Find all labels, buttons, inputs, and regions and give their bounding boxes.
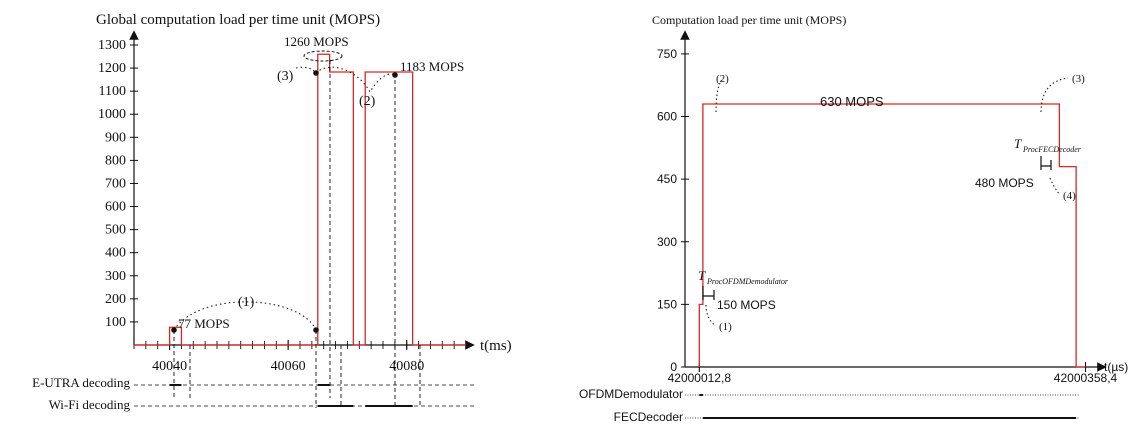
y-tick-label: 750 (657, 47, 677, 61)
left-timeline-spans (169, 384, 413, 407)
t-ofdm-bracket (702, 286, 715, 300)
right-callouts (705, 77, 1069, 327)
annot-150: 150 MOPS (717, 298, 776, 312)
annot-480: 480 MOPS (975, 176, 1034, 190)
y-tick-label: 450 (657, 172, 677, 186)
left-dots (171, 70, 398, 333)
t-fec-bracket (1040, 156, 1052, 170)
right-x-ticks: 42000012,8 42000358,4 (668, 362, 1118, 385)
t-fec-main: T (1014, 136, 1022, 151)
x-tick-label: 40080 (389, 359, 424, 374)
y-tick-label: 400 (105, 246, 126, 261)
y-tick-label: 1100 (99, 84, 126, 99)
left-x-ticks: 40040 40060 40080 (133, 340, 455, 374)
y-tick-label: 100 (105, 315, 126, 330)
x-tick-label: 40060 (271, 359, 306, 374)
callout-r1 (705, 304, 717, 327)
left-chart: Global computation load per time unit (M… (32, 12, 512, 412)
right-title: Computation load per time unit (MOPS) (652, 13, 846, 27)
annot-77: 77 MOPS (178, 316, 230, 331)
dot (313, 70, 319, 76)
callout-r2 (715, 79, 723, 113)
timeline-label-eutra: E-UTRA decoding (32, 375, 130, 390)
x-tick-label: 42000012,8 (668, 371, 732, 385)
y-tick-label: 1000 (98, 107, 126, 122)
dot (392, 72, 398, 78)
annot-630: 630 MOPS (820, 94, 884, 109)
left-callouts (173, 66, 396, 331)
annot-r2: (2) (716, 73, 729, 85)
x-tick-label: 40040 (152, 359, 187, 374)
annot-1260: 1260 MOPS (284, 34, 349, 49)
y-tick-label: 600 (657, 110, 677, 124)
callout-2 (315, 66, 396, 94)
callout-3 (295, 66, 317, 74)
y-tick-label: 0 (670, 360, 677, 374)
dot (171, 327, 177, 333)
y-tick-label: 500 (105, 223, 126, 238)
y-tick-label: 800 (105, 153, 126, 168)
callout-r4 (1049, 177, 1061, 196)
t-ofdm-main: T (698, 268, 706, 283)
right-y-ticks: 0 150 300 450 600 750 (657, 47, 689, 374)
annot-3: (3) (277, 69, 294, 84)
timeline-label-wifi: Wi-Fi decoding (49, 397, 131, 412)
callout-1 (173, 301, 317, 331)
annot-r3: (3) (1072, 73, 1085, 85)
y-tick-label: 1200 (98, 61, 126, 76)
y-tick-label: 900 (105, 130, 126, 145)
right-load-line (698, 103, 1086, 368)
y-tick-label: 600 (105, 200, 126, 215)
left-y-ticks: 100 200 300 400 500 600 700 800 900 1000 1100 1200 1… (98, 38, 138, 330)
left-x-axis-label: t(ms) (480, 338, 512, 354)
right-x-axis-label: t(µs) (1104, 360, 1128, 374)
annot-1: (1) (238, 295, 255, 310)
y-tick-label: 1300 (98, 38, 126, 53)
annot-2: (2) (359, 94, 376, 109)
timeline-label-fec: FECDecoder (614, 410, 683, 424)
annot-r1: (1) (719, 321, 732, 333)
callout-r3 (1040, 77, 1069, 113)
dot (313, 327, 319, 333)
timeline-label-ofdm: OFDMDemodulator (579, 387, 683, 401)
t-fec-sub: ProcFECDecoder (1022, 145, 1082, 154)
t-ofdm-sub: ProcOFDMDemodulator (706, 277, 789, 286)
peak-ellipse (303, 50, 343, 62)
x-tick-label: 42000358,4 (1054, 371, 1118, 385)
right-timeline-spans (699, 394, 1077, 419)
left-title: Global computation load per time unit (M… (96, 12, 380, 28)
y-tick-label: 150 (657, 297, 677, 311)
left-guides (173, 60, 421, 408)
annot-1183: 1183 MOPS (400, 59, 464, 74)
annot-r4: (4) (1063, 190, 1076, 202)
right-chart: Computation load per time unit (MOPS) t(… (579, 13, 1128, 424)
y-tick-label: 700 (105, 176, 126, 191)
y-tick-label: 300 (657, 235, 677, 249)
y-tick-label: 200 (105, 292, 126, 307)
left-load-line (134, 53, 466, 346)
y-tick-label: 300 (105, 269, 126, 284)
